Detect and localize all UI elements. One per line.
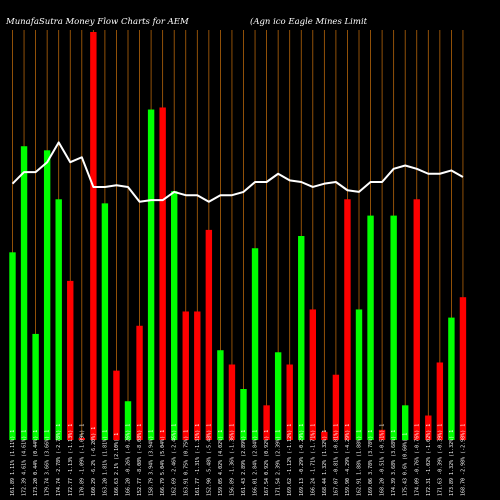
money-flow-bar [413, 199, 420, 440]
x-tick-label: 161.77 -1.31% (-1.31%) 1 [195, 424, 201, 496]
x-tick-label: 172.31 -1.02% (-1.02%) 1 [426, 424, 432, 496]
money-flow-bar [113, 370, 120, 440]
money-flow-bar [459, 297, 467, 440]
x-tick-label: 173.89 1.32% (1.32%) 1 [449, 430, 455, 496]
x-tick-label: 172.77 -1.13% (-1.13%) 1 [68, 424, 74, 496]
money-flow-bar [240, 389, 247, 440]
x-tick-label: 152.77 -8.08% (-8.08%) 1 [137, 424, 143, 496]
x-tick-label: 156.89 -1.36% (-1.36%) 1 [229, 424, 235, 496]
x-tick-labels: 161.89 1.11% (1.11%) 1 172.39 4.61% (4.61… [10, 424, 466, 496]
x-tick-label: 162.69 -2.46% (-2.46%) 1 [172, 424, 178, 496]
money-flow-bar [274, 352, 282, 440]
money-flow-bar [321, 431, 328, 440]
money-flow-bar [286, 364, 293, 440]
money-flow-bar [124, 401, 132, 440]
money-flow-bar [101, 203, 109, 440]
money-flow-bar [425, 415, 432, 440]
money-flow-bar [448, 317, 455, 440]
x-tick-label: 166.63 2.1% (2.10%) 1 [114, 433, 120, 496]
money-flow-bar [378, 429, 386, 440]
x-tick-label: 167.07 -0.81% (-0.81%) 1 [333, 424, 339, 496]
money-flow-bar [298, 236, 305, 440]
x-tick-label: 158.79 3.94% (3.94%) 1 [149, 430, 155, 496]
money-flow-bar [344, 199, 351, 440]
price-line-path [11, 141, 464, 203]
x-tick-label: 173.20 0.44% (0.44%) 1 [33, 430, 39, 496]
money-flow-bar [90, 32, 97, 440]
x-tick-label: 174.39 3.68% (3.68%) 1 [391, 430, 397, 496]
money-flow-bars [9, 32, 467, 441]
x-tick-label: 169.13 -0.29% (-0.29%) 1 [299, 424, 305, 496]
money-flow-bar [147, 109, 155, 441]
x-tick-label: 179.74 3.66% (3.66%) 1 [45, 430, 51, 496]
x-tick-label: 170.89 -1.09% (-1.09%) 1 [79, 424, 85, 496]
chart-title-left: MunafaSutra Money Flow Charts for AEM [5, 17, 189, 27]
x-tick-label: 166.79 5.04% (5.04%) 1 [160, 430, 166, 496]
x-tick-label: 168.44 1.32% (1.32%) 1 [322, 430, 328, 496]
x-tick-label: 163.20 1.81% (1.81%) 1 [102, 430, 108, 496]
money-flow-bar [332, 374, 340, 440]
money-flow-bar [228, 364, 236, 440]
price-line [11, 141, 464, 203]
x-tick-label: 171.63 -0.39% (-0.39%) 1 [437, 424, 443, 496]
x-tick-label: 159.90 -4.29% (-4.29%) 1 [345, 424, 351, 496]
money-flow-bar [402, 405, 409, 440]
money-flow-bar [390, 215, 397, 440]
x-tick-label: 163.91 0.75% (0.75%) 1 [183, 430, 189, 496]
money-flow-bar [309, 309, 316, 440]
money-flow-bar [194, 311, 201, 440]
x-tick-label: 174.74 -2.78% (-2.78%) 1 [56, 424, 62, 496]
x-tick-label: 175.43 0.6% (0.60%) 1 [403, 433, 409, 496]
x-tick-label: 168.20 -0.51% (-0.51%) 1 [380, 424, 386, 496]
x-tick-label: 166.24 -1.71% (-1.71%) 1 [310, 424, 316, 496]
money-flow-bar [436, 362, 444, 440]
money-flow-bar [367, 215, 374, 440]
x-tick-label: 161.43 2.89% (2.89%) 1 [241, 430, 247, 496]
x-tick-label: 166.20 -0.26% (-0.26%) 1 [126, 424, 132, 496]
money-flow-bar [205, 229, 213, 440]
money-flow-bar [78, 437, 85, 440]
money-flow-bar [67, 280, 74, 440]
money-flow-bar [159, 107, 166, 440]
x-tick-label: 174.09 -0.76% (-0.76%) 1 [414, 424, 420, 496]
x-tick-label: 152.90 -5.48% (-5.48%) 1 [206, 424, 212, 496]
money-flow-bar [217, 350, 224, 440]
money-flow-bar [55, 199, 62, 440]
money-flow-bar [171, 191, 178, 440]
money-flow-bar [182, 311, 189, 440]
x-tick-label: 160.29 -6.2% (-6.20%) 1 [91, 427, 97, 496]
money-flow-bar [43, 150, 51, 440]
x-tick-label: 159.05 4.02% (4.02%) 1 [218, 430, 224, 496]
x-tick-label: 167.54 0.92% (0.92%) 1 [264, 430, 270, 496]
money-flow-bar [32, 333, 39, 440]
money-flow-bar [9, 252, 16, 440]
x-tick-label: 172.39 4.61% (4.61%) 1 [22, 430, 28, 496]
x-tick-label: 161.89 1.11% (1.11%) 1 [10, 430, 16, 496]
money-flow-bar [251, 248, 259, 440]
x-tick-label: 169.62 -1.12% (-1.12%) 1 [287, 424, 293, 496]
chart-title-right: (Agn ico Eagle Mines Limit [250, 16, 368, 27]
money-flow-bar [20, 146, 28, 441]
x-tick-label: 171.54 2.39% (2.39%) 1 [276, 430, 282, 496]
money-flow-bar [263, 405, 270, 440]
money-flow-bar [136, 325, 143, 440]
money-flow-bar [355, 309, 363, 440]
x-tick-label: 168.70 -2.98% (-2.98%) 1 [460, 424, 466, 496]
x-tick-label: 166.01 2.84% (2.84%) 1 [253, 430, 259, 496]
x-tick-label: 162.91 1.88% (1.88%) 1 [357, 430, 363, 496]
x-tick-label: 169.06 3.78% (3.78%) 1 [368, 430, 374, 496]
